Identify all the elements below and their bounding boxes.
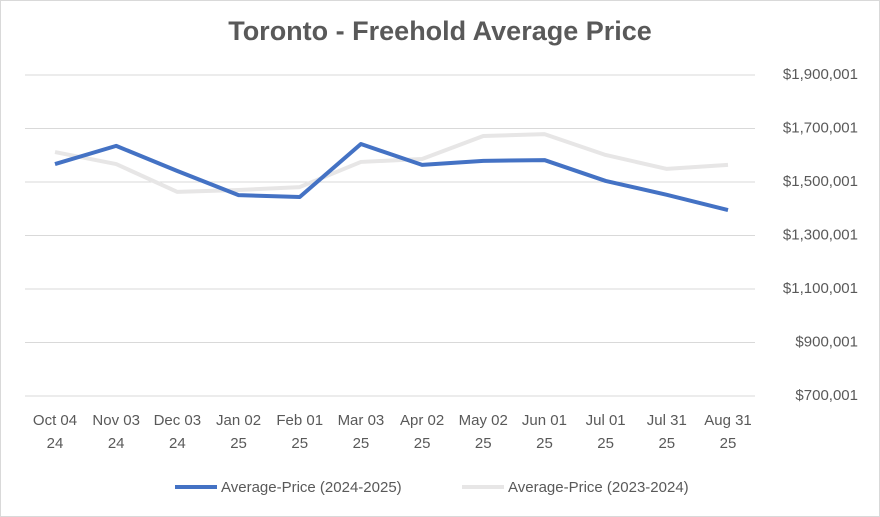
y-tick-label: $700,001 — [795, 387, 858, 404]
y-tick-label: $1,300,001 — [783, 226, 858, 243]
y-tick-label: $900,001 — [795, 333, 858, 350]
y-tick-label: $1,500,001 — [783, 173, 858, 190]
x-tick-label: 25 — [475, 435, 492, 452]
chart-title: Toronto - Freehold Average Price — [228, 16, 652, 46]
x-tick-label: 25 — [597, 435, 614, 452]
y-tick-label: $1,100,001 — [783, 280, 858, 297]
series-line — [54, 142, 729, 213]
x-tick-label: 24 — [47, 435, 64, 452]
legend-label: Average-Price (2024-2025) — [221, 479, 402, 496]
y-tick-label: $1,900,001 — [783, 66, 858, 83]
x-tick-label: 25 — [230, 435, 247, 452]
x-tick-label: 25 — [291, 435, 308, 452]
x-tick-label: Jul 31 — [647, 412, 687, 429]
x-tick-label: 25 — [720, 435, 737, 452]
x-tick-label: 25 — [658, 435, 675, 452]
x-tick-label: Mar 03 — [338, 412, 385, 429]
x-tick-label: 24 — [169, 435, 186, 452]
x-tick-label: Jun 01 — [522, 412, 567, 429]
x-tick-label: 25 — [414, 435, 431, 452]
x-tick-label: 25 — [353, 435, 370, 452]
x-tick-label: Aug 31 — [704, 412, 752, 429]
legend-label: Average-Price (2023-2024) — [508, 479, 689, 496]
x-tick-label: Feb 01 — [276, 412, 323, 429]
series-line — [54, 132, 729, 194]
y-tick-label: $1,700,001 — [783, 119, 858, 136]
x-tick-label: 24 — [108, 435, 125, 452]
x-tick-label: May 02 — [459, 412, 508, 429]
x-tick-label: 25 — [536, 435, 553, 452]
x-tick-label: Jul 01 — [586, 412, 626, 429]
x-tick-label: Jan 02 — [216, 412, 261, 429]
x-tick-label: Oct 04 — [33, 412, 77, 429]
x-tick-label: Apr 02 — [400, 412, 444, 429]
x-tick-label: Dec 03 — [154, 412, 202, 429]
x-tick-label: Nov 03 — [92, 412, 140, 429]
